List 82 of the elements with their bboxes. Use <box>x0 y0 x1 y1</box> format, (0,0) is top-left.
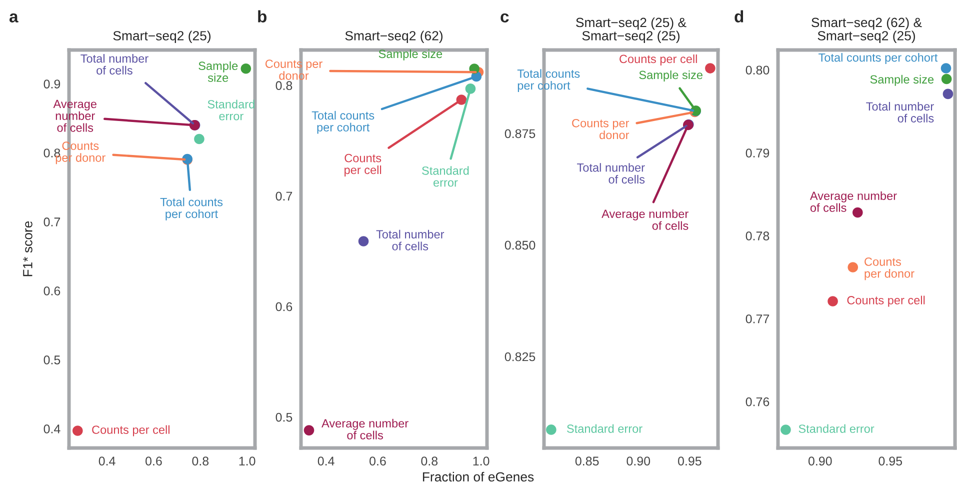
x-tick-label: 0.90 <box>626 456 650 466</box>
y-tick-label: 0.7 <box>276 192 292 201</box>
series-label: Standard error <box>208 100 254 120</box>
point <box>546 424 556 435</box>
y-tick-label: 0.78 <box>746 232 770 240</box>
point <box>72 426 83 436</box>
x-tick-label: 0.6 <box>146 456 162 466</box>
x-tick-label: 0.95 <box>678 456 702 466</box>
x-tick-label: 0.90 <box>808 456 832 466</box>
text: d <box>734 10 744 22</box>
text: Counts per donor <box>265 60 322 80</box>
point <box>358 236 369 246</box>
x-tick-label: 0.8 <box>192 456 209 466</box>
series-label: Average number of cells <box>810 191 897 212</box>
x-tick-label: 0.95 <box>878 456 902 466</box>
text: Standard error <box>422 166 469 187</box>
x-axis-title: Fraction of eGenes <box>422 472 534 482</box>
point <box>705 63 716 74</box>
y-axis-title: F1* score <box>23 221 32 276</box>
point <box>780 424 791 435</box>
y-tick-label: 0.79 <box>746 148 770 158</box>
x-tick-label: 0.85 <box>575 456 599 466</box>
y-tick-label: 0.77 <box>746 314 770 324</box>
y-tick-label: 0.9 <box>44 80 60 88</box>
text: Average number of cells <box>602 209 688 230</box>
point <box>240 63 252 74</box>
text: Counts per donor <box>572 118 630 140</box>
y-tick-label: 0.5 <box>44 356 60 364</box>
chart-title: Smart−seq2 (62) <box>345 30 442 44</box>
series-label: Sample size <box>198 61 238 82</box>
series-label: Total number of cells <box>376 230 444 250</box>
y-tick-label: 0.80 <box>746 66 770 75</box>
y-tick-label: 0.76 <box>746 397 770 406</box>
text: Counts per cell <box>344 154 382 176</box>
y-tick-label: 0.6 <box>276 302 292 312</box>
point <box>194 134 204 144</box>
y-tick-label: 0.825 <box>504 352 536 362</box>
chart-title: Smart−seq2 (62) & Smart−seq2 (25) <box>812 17 922 44</box>
point <box>304 425 314 436</box>
y-tick-label: 0.8 <box>276 81 292 90</box>
text: b <box>258 10 266 22</box>
text: c <box>500 13 509 22</box>
x-tick-label: 0.6 <box>370 456 386 466</box>
x-tick-label: 0.4 <box>318 456 334 466</box>
text: Total number of cells <box>577 163 645 184</box>
y-tick-label: 0.8 <box>44 148 60 158</box>
y-tick-label: 0.850 <box>504 240 536 250</box>
x-tick-label: 0.8 <box>421 456 438 466</box>
x-tick-label: 1.0 <box>473 456 490 466</box>
legend-label: Total counts per cohort <box>160 198 223 220</box>
series-label: Standard error <box>798 424 874 433</box>
y-tick-label: 0.5 <box>276 412 292 422</box>
series-label: Counts per cell <box>847 296 925 307</box>
series-label: Total number of cells <box>866 102 934 122</box>
y-tick-label: 0.6 <box>44 286 60 296</box>
y-tick-label: 0.7 <box>44 218 60 226</box>
y-tick-label: 0.4 <box>44 424 60 434</box>
text: Sample size <box>639 70 702 82</box>
text: a <box>9 13 18 22</box>
text: Total counts per cohort <box>312 110 374 134</box>
series-label: Standard error <box>566 424 642 433</box>
point <box>848 262 858 272</box>
text: Average number of cells <box>53 100 96 132</box>
y-tick-label: 0.875 <box>504 129 536 138</box>
point <box>852 207 863 218</box>
series-label: Sample size <box>870 74 934 86</box>
point <box>828 296 838 306</box>
chart-title: Smart−seq2 (25) <box>113 30 210 44</box>
chart-title: Smart−seq2 (25) & Smart−seq2 (25) <box>576 17 686 44</box>
series-label: Counts per donor <box>864 258 914 280</box>
x-tick-label: 0.4 <box>98 456 116 466</box>
text: Total number of cells <box>80 54 148 75</box>
series-label: Counts per cell <box>620 54 697 66</box>
series-label: Counts per cell <box>92 425 170 436</box>
text: Total counts per cohort <box>517 69 580 92</box>
point <box>942 88 954 100</box>
series-label: Average number of cells <box>322 418 408 440</box>
x-tick-label: 1.0 <box>239 456 256 466</box>
series-label: Total counts per cohort <box>818 53 938 64</box>
point <box>940 63 952 74</box>
text: Sample size <box>378 49 442 60</box>
point <box>941 74 952 84</box>
